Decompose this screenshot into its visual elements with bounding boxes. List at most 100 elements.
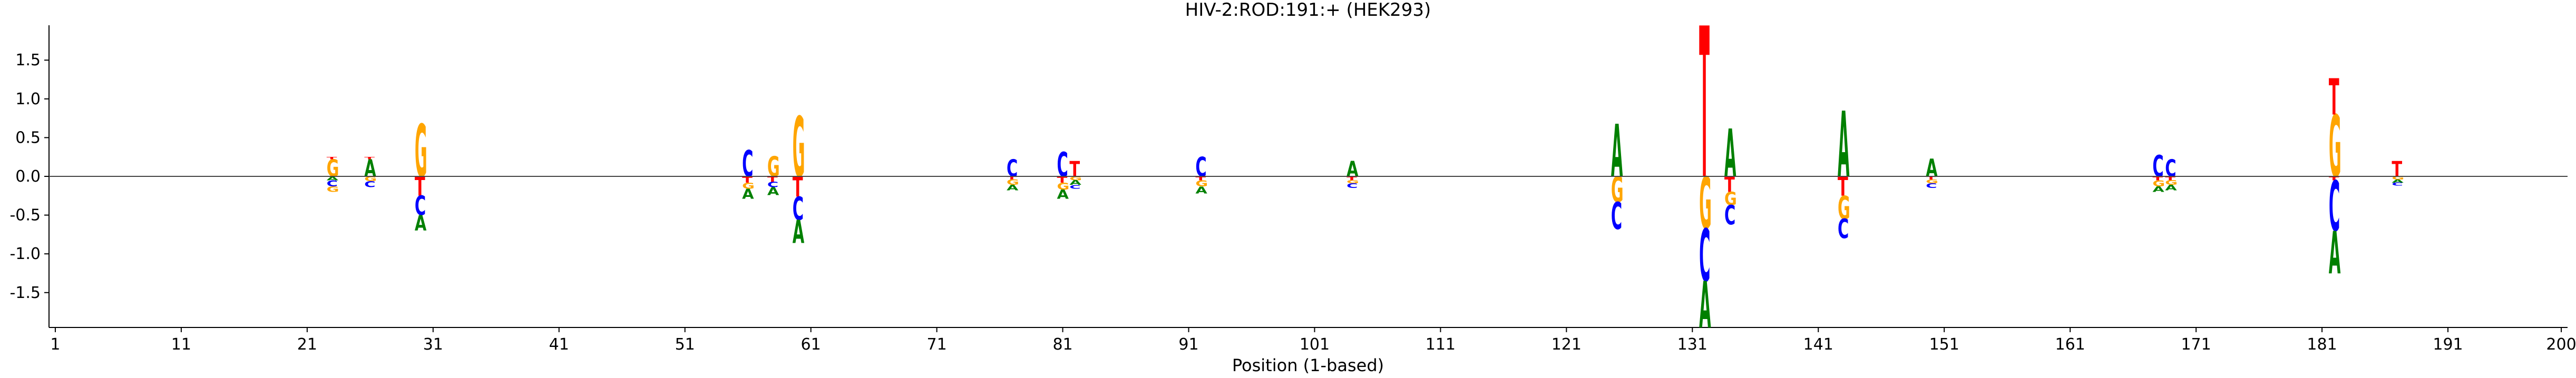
x-tick-label: 81	[1052, 335, 1072, 354]
logo-letter-g: G	[1926, 178, 1938, 185]
logo-letter-t: T	[327, 156, 338, 160]
logo-letter-g: G	[1838, 190, 1850, 227]
logo-letter-g: G	[2152, 178, 2165, 188]
x-tick-label: 111	[1426, 335, 1456, 354]
logo-letter-t: T	[2165, 176, 2175, 182]
x-tick-label: 131	[1677, 335, 1707, 354]
logo-letter-g: G	[1007, 178, 1019, 187]
x-tick-label: 191	[2433, 335, 2463, 354]
logo-letter-t: T	[2392, 157, 2402, 182]
logo-letter-t: T	[1069, 157, 1080, 182]
logo-letter-a: A	[415, 211, 426, 236]
logo-letter-t: T	[793, 171, 803, 203]
logo-letter-c: C	[1724, 200, 1735, 231]
logo-letter-g: G	[1611, 170, 1624, 211]
logo-letter-g: G	[327, 155, 339, 182]
logo-letter-a: A	[2392, 179, 2404, 184]
logo-letter-t: T	[767, 175, 778, 184]
logo-letter-g: G	[2165, 179, 2178, 186]
x-tick-label: 171	[2181, 335, 2211, 354]
logo-letter-a: A	[364, 155, 376, 182]
logo-letter-t: T	[742, 175, 753, 185]
logo-letter-g: G	[415, 110, 427, 194]
logo-letter-c: C	[415, 191, 426, 222]
x-tick-label: 121	[1552, 335, 1582, 354]
logo-letter-a: A	[1069, 179, 1081, 186]
logo-letter-c: C	[767, 181, 778, 189]
logo-letter-g: G	[1346, 180, 1359, 184]
logo-letter-t: T	[1838, 171, 1848, 202]
x-axis-title: Position (1-based)	[1232, 355, 1384, 375]
logo-letter-c: C	[1057, 145, 1068, 185]
logo-letter-t: T	[2152, 176, 2163, 182]
x-tick-label: 161	[2055, 335, 2085, 354]
x-axis: 1 11 21 31 41 51 61 71 81 91 101 111 121 131 141 151 161…	[49, 327, 2576, 354]
logo-letter-c: C	[327, 178, 338, 188]
logo-letter-t: T	[364, 156, 375, 160]
logo-letter-t: T	[1699, 0, 1710, 225]
y-tick-label: 0.5	[15, 128, 41, 147]
logo-letter-g: G	[2392, 176, 2404, 181]
y-tick-label: 1.5	[15, 51, 41, 69]
logo-letter-a: A	[2165, 184, 2177, 192]
x-tick-label: 1	[50, 335, 60, 354]
y-tick-label: 1.0	[15, 90, 41, 108]
logo-letter-c: C	[742, 143, 753, 185]
logo-letter-a: A	[2329, 220, 2341, 288]
logo-letter-a: A	[1057, 187, 1069, 202]
logo-letter-c: C	[2152, 148, 2163, 184]
x-tick-label: 151	[1929, 335, 1959, 354]
logo-letter-g: G	[2329, 98, 2341, 197]
y-axis: -1.5 -1.0 -0.5 0.0 0.5 1.0 1.5	[9, 25, 50, 327]
x-tick-label: 41	[549, 335, 569, 354]
logo-letter-c: C	[1611, 195, 1622, 238]
logo-letter-t: T	[415, 171, 425, 202]
logo-letter-a: A	[1346, 157, 1358, 182]
logo-letter-a: A	[1699, 268, 1711, 343]
logo-letter-t: T	[1346, 176, 1357, 182]
logo-letter-a: A	[1926, 154, 1938, 183]
logo-letter-t: T	[2329, 176, 2339, 182]
logo-letter-t: T	[1926, 176, 1936, 181]
logo-letter-t: T	[1724, 173, 1735, 197]
y-tick-label: -1.0	[9, 245, 41, 263]
logo-letter-g: G	[767, 151, 780, 183]
logo-letter-g: G	[742, 181, 755, 191]
logo-letter-g: G	[793, 100, 805, 196]
logo-letter-t: T	[1057, 175, 1068, 185]
x-tick-label: 51	[675, 335, 695, 354]
x-tick-label: 141	[1803, 335, 1833, 354]
x-tick-label: 61	[801, 335, 821, 354]
logo-letter-c: C	[2392, 182, 2403, 186]
x-tick-label: 101	[1300, 335, 1330, 354]
logo-letter-c: C	[1195, 152, 1206, 183]
logo-letter-a: A	[2152, 185, 2164, 194]
logo-letter-a: A	[793, 214, 805, 251]
logo-letter-t: T	[2329, 68, 2339, 126]
logo-letter-a: A	[767, 185, 779, 197]
logo-letter-t: T	[1195, 176, 1206, 182]
x-tick-label: 71	[927, 335, 947, 354]
logo-letter-c: C	[1926, 182, 1937, 190]
logo-letter-c: C	[1838, 214, 1849, 245]
logo-letter-g: G	[1069, 176, 1082, 182]
logo-letter-a: A	[1611, 110, 1623, 194]
y-tick-label: 0.0	[15, 167, 41, 186]
logo-letter-g: G	[1057, 181, 1070, 192]
logo-letter-c: C	[1699, 215, 1710, 299]
logo-letter-c: C	[1346, 182, 1358, 190]
x-tick-label: 181	[2307, 335, 2337, 354]
logo-letter-a: A	[1195, 185, 1207, 196]
logo-letter-c: C	[364, 179, 375, 189]
x-tick-label: 11	[171, 335, 191, 354]
x-tick-label: 31	[423, 335, 443, 354]
logo-letter-c: C	[2329, 167, 2340, 247]
logo-letter-t: T	[1007, 176, 1017, 181]
logo-letter-c: C	[1007, 155, 1018, 182]
logo-letter-g: G	[327, 185, 339, 194]
logo-letter-a: A	[1838, 93, 1849, 197]
chart-title: HIV-2:ROD:191:+ (HEK293)	[1185, 0, 1431, 21]
logo-letter-g: G	[364, 175, 377, 183]
